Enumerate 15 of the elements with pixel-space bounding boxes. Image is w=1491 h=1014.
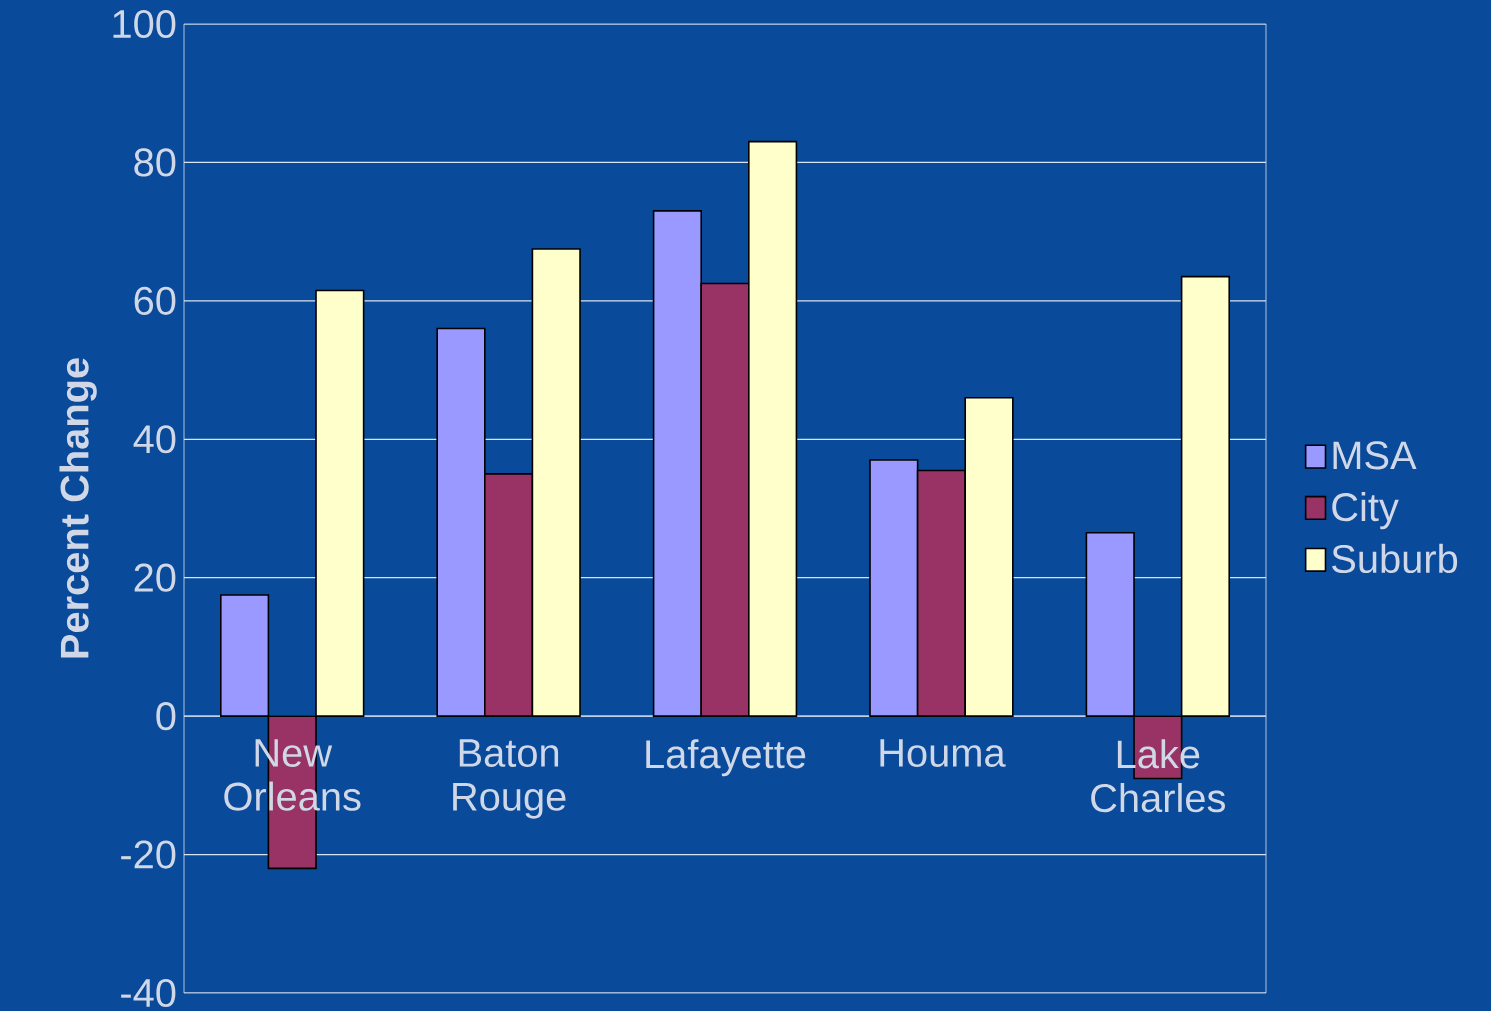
y-tick-label: -20 <box>121 840 176 869</box>
y-tick-label: 40 <box>133 425 176 454</box>
legend-label: City <box>1332 492 1399 530</box>
y-tick-label: 60 <box>134 286 176 316</box>
legend-label: MSA <box>1333 441 1417 470</box>
x-tick-label: Houma <box>880 739 1006 768</box>
x-tick-label: Baton Rouge <box>453 739 566 819</box>
y-tick-label: 80 <box>134 148 176 177</box>
y-tick-label: -40 <box>121 979 176 1008</box>
legend-label: Suburb <box>1332 544 1458 574</box>
y-tick-label: 0 <box>156 702 176 731</box>
y-tick-label: 100 <box>113 10 176 39</box>
x-tick-label: Lafayette <box>646 739 806 777</box>
y-axis-title: Percent Change <box>59 358 97 658</box>
y-tick-label: 20 <box>134 563 176 592</box>
